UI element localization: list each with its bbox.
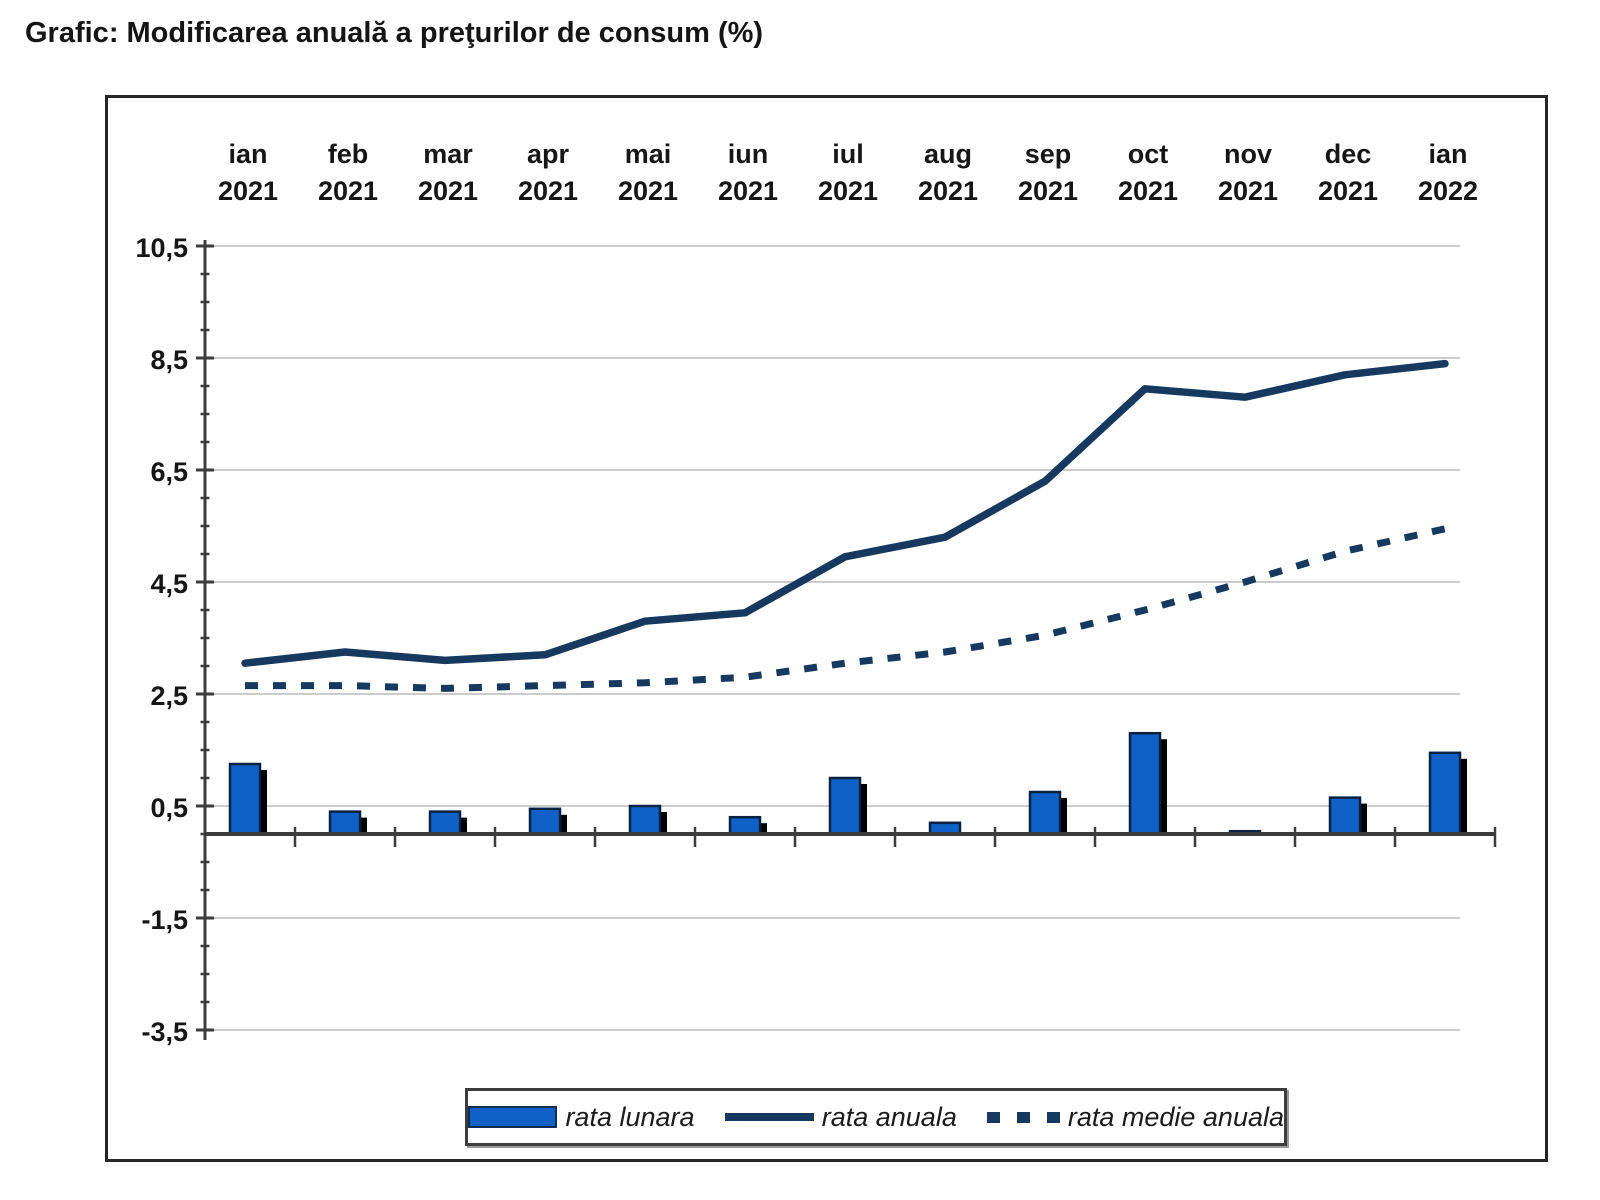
bar-rata-lunara — [728, 815, 762, 836]
bar-rata-lunara — [628, 804, 662, 836]
bar-rata-lunara — [1428, 751, 1462, 836]
legend-dash-swatch-icon — [986, 1111, 1060, 1123]
legend-label-rata-lunara: rata lunara — [565, 1101, 695, 1132]
x-tick-label: dec 2021 — [1317, 139, 1379, 206]
bar-rata-lunara — [428, 810, 462, 836]
x-tick-label: iul 2021 — [817, 139, 879, 206]
bar-rata-lunara — [1128, 731, 1162, 836]
x-tick-label: aug 2021 — [917, 139, 979, 206]
x-tick-label: mar 2021 — [417, 139, 479, 206]
y-tick-label: -1,5 — [141, 905, 188, 935]
y-tick-label: -3,5 — [141, 1017, 188, 1047]
chart-frame: ian 2021 feb 2021 mar 2021 apr 2021 mai 2021 iun 20… — [105, 95, 1548, 1162]
x-tick-label: feb 2021 — [317, 139, 379, 206]
x-tick-label: ian 2022 — [1417, 139, 1479, 206]
x-tick-label: iun 2021 — [717, 139, 779, 206]
legend-label-rata-medie-anuala: rata medie anuala — [1067, 1101, 1284, 1132]
x-tick-label: ian 2021 — [217, 139, 279, 206]
x-tick-label: mai 2021 — [617, 139, 679, 206]
x-tick-label: sep 2021 — [1017, 139, 1079, 206]
chart-title: Grafic: Modificarea anuală a preţurilor … — [25, 17, 764, 49]
y-tick-label: 2,5 — [150, 681, 188, 711]
y-tick-label: 10,5 — [135, 233, 188, 263]
y-tick-label: 0,5 — [150, 793, 188, 823]
y-tick-label: 8,5 — [150, 345, 188, 375]
y-tick-label: 4,5 — [150, 569, 188, 599]
x-tick-label: nov 2021 — [1217, 139, 1279, 206]
bar-rata-lunara — [1328, 796, 1362, 836]
legend-line-swatch-icon — [724, 1113, 814, 1121]
line-rata-medie-anuala — [245, 525, 1446, 692]
bar-rata-lunara — [328, 810, 362, 836]
bar-rata-lunara — [528, 807, 562, 836]
legend-bar-swatch-icon — [468, 1106, 558, 1128]
legend: rata lunara rata anuala rata medie anual… — [465, 1088, 1287, 1146]
bar-rata-lunara — [828, 776, 862, 836]
bar-rata-lunara — [228, 762, 262, 836]
line-rata-anuala — [241, 359, 1449, 667]
y-tick-label: 6,5 — [150, 457, 188, 487]
bar-rata-lunara — [1028, 790, 1062, 836]
x-tick-label: oct 2021 — [1117, 139, 1179, 206]
legend-label-rata-anuala: rata anuala — [821, 1101, 957, 1132]
x-tick-label: apr 2021 — [517, 139, 579, 206]
